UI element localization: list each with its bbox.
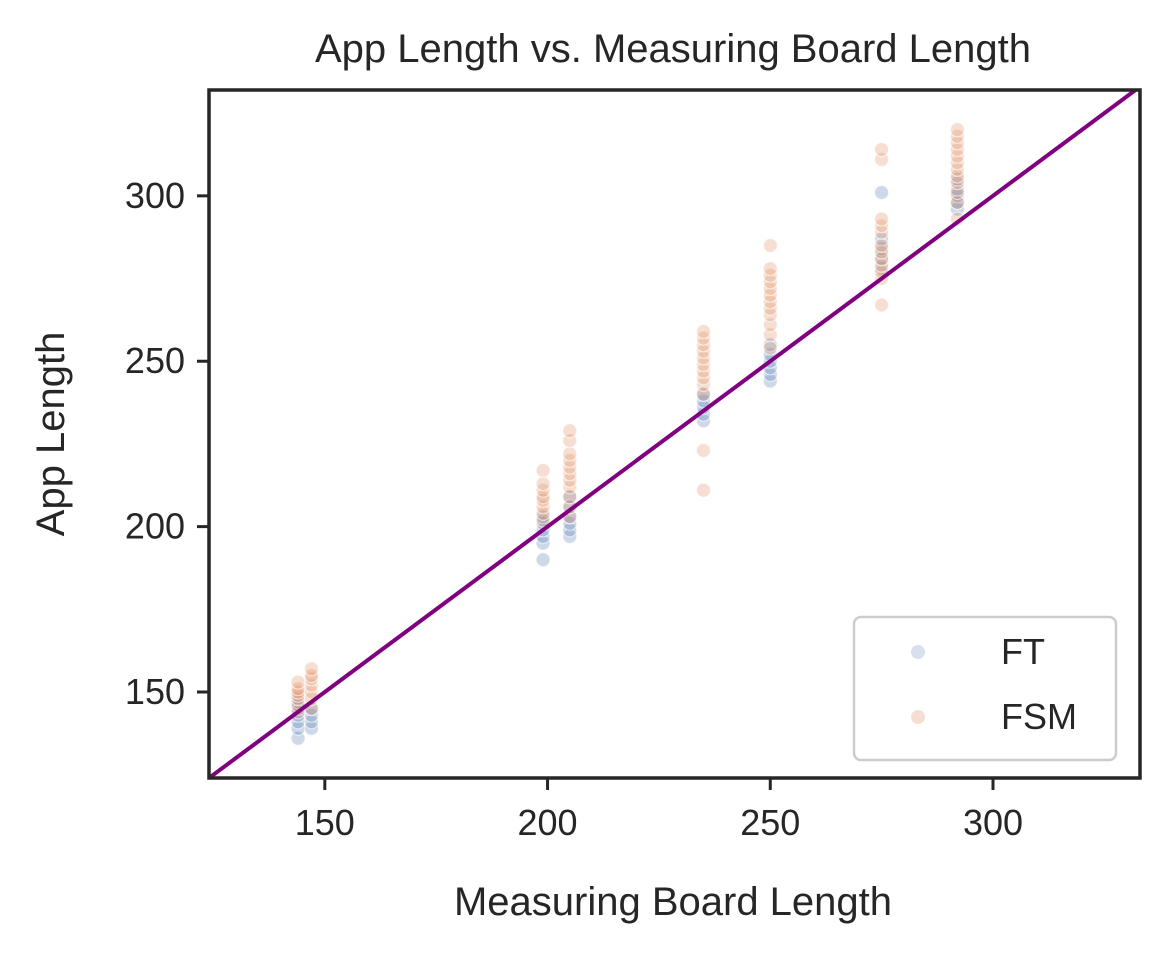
data-point <box>873 141 890 158</box>
data-point <box>535 552 551 568</box>
data-point <box>873 184 890 201</box>
data-point <box>762 237 778 254</box>
x-tick-label: 200 <box>518 802 578 843</box>
legend-box <box>852 615 1118 762</box>
data-point <box>535 462 551 478</box>
data-point <box>695 482 712 498</box>
plot-frame <box>207 88 1142 780</box>
x-tick-label: 300 <box>963 802 1023 843</box>
data-point <box>949 122 966 138</box>
y-tick-label: 300 <box>125 175 185 216</box>
data-point <box>695 442 712 459</box>
legend: FT FSM <box>852 615 1118 762</box>
x-tick-label: 150 <box>295 802 355 843</box>
y-tick-label: 200 <box>125 506 185 547</box>
data-point <box>303 661 320 677</box>
data-point <box>535 476 551 492</box>
data-point <box>873 211 890 227</box>
legend-marker-fsm <box>911 710 925 724</box>
points-layer <box>290 122 966 746</box>
data-point <box>695 323 712 340</box>
legend-label-fsm: FSM <box>1001 696 1077 737</box>
y-tick-label: 150 <box>125 671 185 712</box>
legend-marker-ft <box>911 645 925 659</box>
data-point <box>562 423 578 439</box>
data-point <box>873 297 890 313</box>
reference-line <box>209 90 1139 778</box>
legend-label-ft: FT <box>1001 631 1045 672</box>
chart-title: App Length vs. Measuring Board Length <box>315 27 1031 71</box>
data-point <box>762 261 778 277</box>
series-fsm <box>290 122 966 720</box>
x-axis: 150 200 250 300 <box>295 778 1023 843</box>
y-tick-label: 250 <box>125 340 185 381</box>
reference-line-layer <box>209 90 1139 778</box>
data-point <box>873 237 890 254</box>
data-point <box>562 446 578 462</box>
y-axis: 150 200 250 300 <box>125 175 209 712</box>
data-point <box>290 674 306 690</box>
x-tick-label: 250 <box>740 802 800 843</box>
x-axis-title: Measuring Board Length <box>454 880 892 924</box>
y-axis-title: App Length <box>29 332 73 537</box>
data-point <box>762 340 778 356</box>
